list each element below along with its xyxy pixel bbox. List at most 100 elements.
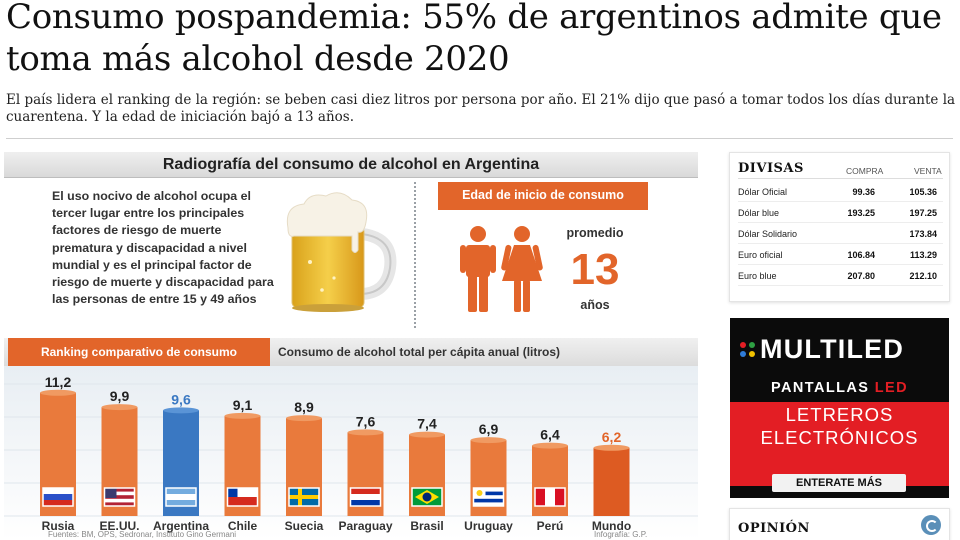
- bar-uruguay: 6,9 Uruguay: [464, 421, 513, 533]
- bar-value-label: 8,9: [294, 399, 314, 415]
- ranking-chart-svg: 11,2 Rusia 9,9 EE.UU. 9,6 Argentina 9,1 Chile 8,…: [4, 374, 698, 533]
- bar-cap: [409, 431, 445, 438]
- ranking-subtitle: Consumo de alcohol total per cápita anua…: [278, 345, 561, 359]
- bar-cap: [224, 412, 261, 419]
- currency-header: DIVISAS COMPRA VENTA: [738, 159, 943, 179]
- ad-red-line2: ELECTRÓNICOS: [760, 427, 919, 448]
- bar-cap: [532, 442, 568, 449]
- currency-name: Dólar blue: [738, 208, 780, 218]
- ranking-tab: [8, 338, 270, 366]
- bar-category-label: Suecia: [285, 519, 324, 533]
- opinion-title: OPINIÓN: [738, 521, 810, 536]
- multiled-ad[interactable]: MULTILED PANTALLAS LED LETREROS ELECTRÓN…: [730, 318, 949, 498]
- ad-cta-button[interactable]: ENTERATE MÁS: [772, 474, 906, 492]
- ad-red-panel: [730, 402, 949, 486]
- bar-value-label: 9,1: [233, 397, 253, 413]
- bar-category-label: Brasil: [410, 519, 443, 533]
- bar-value-label: 11,2: [45, 374, 72, 390]
- ad-brand-name: MULTILED: [760, 334, 905, 364]
- bar-value-label: 9,6: [171, 391, 191, 407]
- ad-red-line1: LETREROS: [785, 404, 894, 425]
- currency-sell: 212.10: [909, 271, 937, 281]
- flag-brasil-icon: [411, 487, 443, 507]
- currency-name: Euro blue: [738, 271, 777, 281]
- bar-category-label: Rusia: [42, 519, 75, 533]
- bar-category-label: Chile: [228, 519, 258, 533]
- beer-mug-icon: [286, 192, 397, 312]
- currency-row: Euro blue 207.80 212.10: [738, 265, 943, 286]
- currency-row: Euro oficial 106.84 113.29: [738, 244, 943, 265]
- bar-cap: [286, 415, 322, 422]
- bar-value-label: 6,2: [602, 429, 622, 445]
- currency-buy: 193.25: [847, 208, 875, 218]
- opinion-logo-icon[interactable]: [921, 515, 941, 535]
- bar-value-label: 9,9: [110, 388, 130, 404]
- bar-mundo: 6,2 Mundo: [592, 429, 631, 533]
- bar-category-label: Uruguay: [464, 519, 513, 533]
- bar-paraguay: 7,6 Paraguay: [338, 413, 392, 533]
- bar-cap: [593, 444, 630, 451]
- currency-buy: 207.80: [847, 271, 875, 281]
- ad-tagline-text: PANTALLAS: [771, 380, 875, 396]
- currency-name: Dólar Solidario: [738, 229, 798, 239]
- bar-argentina: 9,6 Argentina: [153, 391, 209, 533]
- infographic-title: Radiografía del consumo de alcohol en Ar…: [162, 156, 540, 173]
- ad-logo: MULTILED PANTALLAS LED: [730, 332, 949, 396]
- flag-eeuu-icon: [103, 487, 136, 507]
- bar-value-label: 7,4: [417, 416, 437, 432]
- bar-category-label: Perú: [537, 519, 564, 533]
- bar-value-label: 6,9: [479, 421, 499, 437]
- currency-col-sell: VENTA: [914, 166, 942, 176]
- bar-cap: [470, 437, 507, 444]
- bar-chile: 9,1 Chile: [224, 397, 261, 533]
- flag-rusia-icon: [42, 487, 74, 507]
- currency-sell: 173.84: [909, 229, 937, 239]
- man-woman-icon: [460, 226, 543, 312]
- currency-row: Dólar Oficial 99.36 105.36: [738, 181, 943, 202]
- ad-tagline-led: LED: [874, 380, 908, 396]
- currency-buy: 106.84: [847, 250, 875, 260]
- bar-per: 6,4 Perú: [532, 427, 568, 533]
- bar-cap: [40, 389, 76, 396]
- currency-row: Dólar blue 193.25 197.25: [738, 202, 943, 223]
- age-label-bottom: años: [580, 298, 610, 312]
- flag-suecia-icon: [288, 487, 320, 507]
- ranking-chart: 11,2 Rusia 9,9 EE.UU. 9,6 Argentina 9,1 Chile 8,…: [4, 366, 698, 540]
- ranking-label: Ranking comparativo de consumo: [40, 345, 238, 359]
- flag-argentina-icon: [165, 487, 197, 507]
- led-dots-icon: [740, 342, 755, 357]
- bar-category-label: Argentina: [153, 519, 209, 533]
- currency-title: DIVISAS: [738, 161, 804, 176]
- bar-value-label: 6,4: [540, 427, 560, 443]
- infographic: Radiografía del consumo de alcohol en Ar…: [4, 152, 698, 540]
- age-label-top: promedio: [566, 226, 624, 240]
- bar-eeuu: 9,9 EE.UU.: [99, 388, 139, 533]
- bar-suecia: 8,9 Suecia: [285, 399, 324, 533]
- bar-category-label: Paraguay: [338, 519, 392, 533]
- infographic-title-bar: [4, 152, 698, 178]
- bar-cap: [347, 429, 384, 436]
- article-subhead: El país lidera el ranking de la región: …: [6, 92, 956, 125]
- infographic-credit: Infografía: G.P.: [594, 530, 648, 539]
- article-headline: Consumo pospandemia: 55% de argentinos a…: [6, 0, 942, 79]
- bar-rusia: 11,2 Rusia: [40, 374, 76, 533]
- currency-sell: 197.25: [909, 208, 937, 218]
- bar-cap: [101, 404, 138, 411]
- age-value: 13: [570, 245, 620, 294]
- currency-name: Dólar Oficial: [738, 187, 788, 197]
- ad-brand-tagline: PANTALLAS LED: [734, 380, 945, 396]
- infographic-sources: Fuentes: BM, OPS, Sedronar, Instituto Gi…: [48, 530, 237, 539]
- currency-col-buy: COMPRA: [846, 166, 884, 176]
- bar-cap: [163, 407, 199, 414]
- divider: [6, 138, 953, 139]
- age-title: Edad de inicio de consumo: [462, 188, 624, 202]
- infographic-description: El uso nocivo de alcohol ocupa el tercer…: [52, 189, 274, 307]
- flag-uruguay-icon: [472, 487, 505, 507]
- opinion-widget: OPINIÓN: [729, 508, 950, 540]
- age-title-box: [438, 182, 648, 210]
- bar-category-label: EE.UU.: [99, 519, 139, 533]
- currency-row: Dólar Solidario 173.84: [738, 223, 943, 244]
- currency-sell: 105.36: [909, 187, 937, 197]
- bar-rect: [593, 447, 630, 516]
- currency-widget: DIVISAS COMPRA VENTA Dólar Oficial 99.36 1…: [729, 152, 950, 302]
